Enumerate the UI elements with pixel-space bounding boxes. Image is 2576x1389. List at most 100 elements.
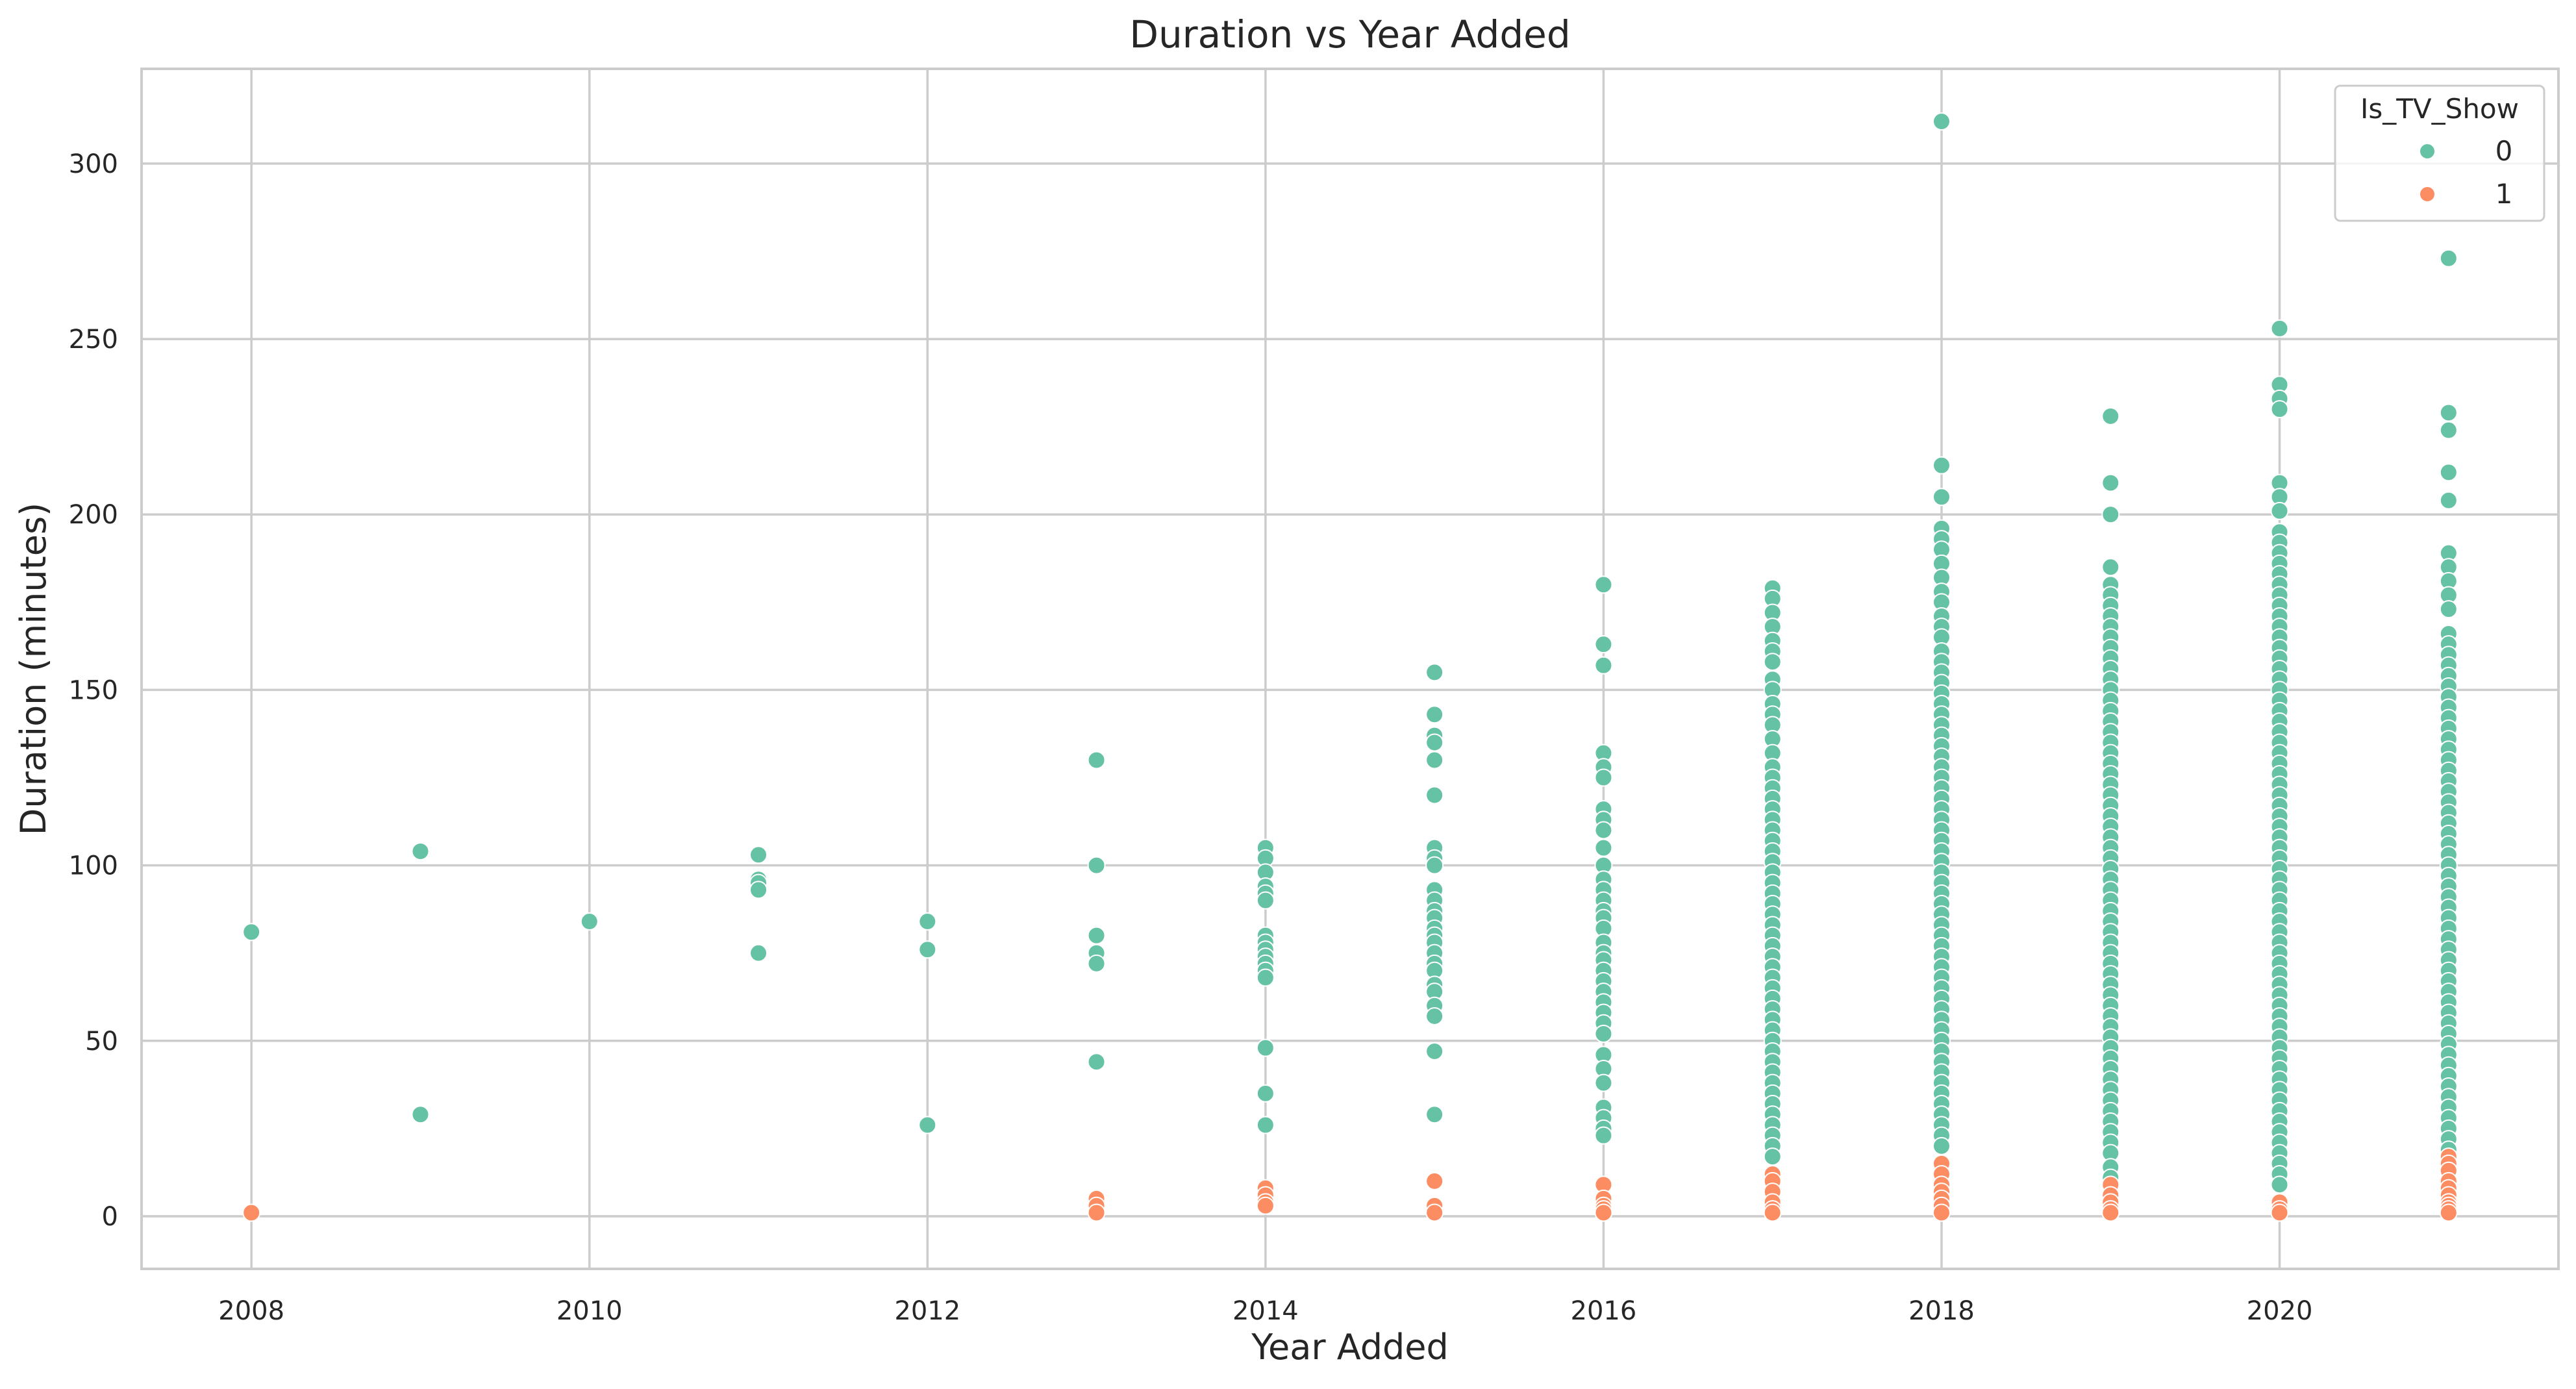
scatter-point-series-0: [1594, 1024, 1613, 1043]
scatter-point-series-1: [2439, 1203, 2458, 1222]
grid: [142, 69, 2558, 1269]
scatter-point-series-0: [2101, 558, 2120, 577]
scatter-point-series-0: [2270, 400, 2289, 419]
scatter-point-series-0: [1087, 856, 1106, 875]
scatter-point-series-0: [1932, 112, 1951, 131]
scatter-point-series-0: [1425, 1042, 1444, 1060]
scatter-point-series-0: [411, 1105, 430, 1124]
scatter-point-series-0: [242, 923, 261, 942]
scatter-point-series-0: [918, 940, 937, 959]
scatter-point-series-0: [1594, 1073, 1613, 1092]
x-tick-label: 2012: [894, 1296, 960, 1326]
scatter-point-series-1: [2270, 1203, 2289, 1222]
scatter-point-series-0: [1425, 705, 1444, 724]
y-tick-label: 250: [69, 325, 118, 355]
scatter-point-series-0: [1087, 1053, 1106, 1071]
scatter-point-series-0: [1763, 653, 1782, 671]
y-tick-label: 100: [69, 851, 118, 881]
x-tick-label: 2018: [1908, 1296, 1975, 1326]
scatter-point-series-0: [1256, 968, 1275, 987]
scatter-point-series-0: [2270, 319, 2289, 338]
data-points: [242, 112, 2458, 1222]
scatter-point-series-0: [2439, 491, 2458, 510]
scatter-point-series-1: [1425, 1171, 1444, 1190]
scatter-point-series-0: [2101, 407, 2120, 425]
scatter-point-series-0: [1256, 891, 1275, 910]
scatter-point-series-0: [2439, 403, 2458, 422]
scatter-point-series-0: [918, 912, 937, 931]
scatter-point-series-0: [1425, 856, 1444, 875]
y-tick-label: 50: [85, 1027, 118, 1057]
legend-label-0: 0: [2495, 135, 2513, 167]
scatter-point-series-0: [1594, 838, 1613, 857]
x-tick-label: 2020: [2247, 1296, 2313, 1326]
scatter-point-series-0: [1256, 1038, 1275, 1057]
scatter-point-series-0: [1594, 768, 1613, 787]
scatter-point-series-1: [1763, 1203, 1782, 1222]
y-tick-label: 200: [69, 500, 118, 530]
scatter-point-series-0: [2101, 473, 2120, 492]
scatter-point-series-0: [1087, 926, 1106, 945]
scatter-point-series-0: [2439, 600, 2458, 619]
y-tick-label: 300: [69, 149, 118, 179]
scatter-point-series-0: [411, 842, 430, 860]
scatter-point-series-0: [1087, 954, 1106, 973]
x-axis-label: Year Added: [1251, 1327, 1449, 1368]
x-tick-label: 2014: [1232, 1296, 1299, 1326]
legend-marker-1: [2419, 186, 2436, 203]
scatter-point-series-0: [2439, 249, 2458, 268]
y-tick-label: 0: [102, 1202, 118, 1232]
scatter-point-series-0: [1256, 1116, 1275, 1134]
y-axis-label: Duration (minutes): [13, 503, 54, 835]
scatter-point-series-0: [2270, 1175, 2289, 1194]
scatter-point-series-0: [580, 912, 599, 931]
plot-area-frame: [140, 68, 2560, 1270]
scatter-point-series-0: [918, 1116, 937, 1134]
scatter-point-series-0: [2270, 501, 2289, 520]
scatter-point-series-0: [1425, 733, 1444, 752]
scatter-point-series-0: [1594, 821, 1613, 840]
scatter-point-series-0: [1425, 663, 1444, 682]
scatter-point-series-0: [1594, 635, 1613, 654]
scatter-point-series-1: [1256, 1196, 1275, 1215]
legend-label-1: 1: [2495, 178, 2513, 210]
scatter-point-series-0: [749, 944, 768, 962]
legend-box: [2334, 84, 2545, 222]
x-tick-label: 2008: [218, 1296, 284, 1326]
scatter-point-series-1: [2101, 1203, 2120, 1222]
y-tick-label: 150: [69, 675, 118, 705]
scatter-point-series-0: [1594, 575, 1613, 594]
y-tick-labels: 0 50 100 150 200 250 300: [69, 149, 118, 1232]
scatter-point-series-0: [1594, 1126, 1613, 1145]
scatter-point-series-0: [2439, 421, 2458, 440]
scatter-point-series-0: [1932, 1136, 1951, 1155]
chart-title: Duration vs Year Added: [1129, 12, 1570, 56]
x-tick-labels: 2008 2010 2012 2014 2016 2018 2020: [218, 1296, 2312, 1326]
scatter-point-series-0: [1932, 456, 1951, 475]
legend: Is_TV_Show 0 1: [2334, 84, 2545, 222]
scatter-point-series-0: [1425, 751, 1444, 770]
x-tick-label: 2010: [556, 1296, 623, 1326]
scatter-point-series-0: [1425, 786, 1444, 805]
scatter-point-series-1: [1594, 1203, 1613, 1222]
scatter-point-series-0: [1087, 751, 1106, 770]
scatter-point-series-0: [749, 881, 768, 899]
scatter-point-series-0: [2439, 463, 2458, 482]
scatter-point-series-0: [2101, 505, 2120, 524]
scatter-point-series-1: [1425, 1203, 1444, 1222]
x-tick-label: 2016: [1571, 1296, 1637, 1326]
scatter-point-series-0: [1425, 1007, 1444, 1025]
scatter-point-series-0: [749, 845, 768, 864]
scatter-point-series-1: [1932, 1203, 1951, 1222]
scatter-point-series-1: [1087, 1203, 1106, 1222]
legend-marker-0: [2419, 143, 2436, 160]
scatter-point-series-0: [1763, 1147, 1782, 1166]
scatter-point-series-0: [1425, 1105, 1444, 1124]
scatter-point-series-1: [242, 1203, 261, 1222]
scatter-point-series-0: [1594, 656, 1613, 675]
legend-title: Is_TV_Show: [2360, 93, 2519, 125]
scatter-point-series-0: [1932, 488, 1951, 507]
scatter-point-series-0: [1256, 1084, 1275, 1103]
